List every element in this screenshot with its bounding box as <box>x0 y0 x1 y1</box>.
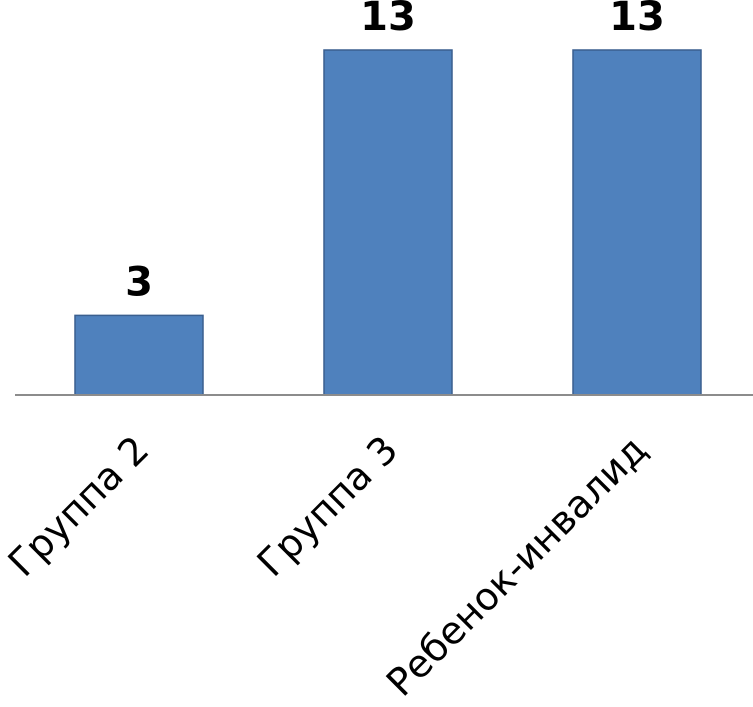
category-label-3: Ребенок-инвалид <box>378 427 655 704</box>
data-label-2: 13 <box>360 0 416 40</box>
value-labels-group: 3 13 13 <box>125 0 665 305</box>
bar-2 <box>323 49 453 396</box>
category-label-2: Группа 3 <box>249 427 407 585</box>
bar-1 <box>74 314 204 396</box>
data-label-3: 13 <box>609 0 665 40</box>
bar-3 <box>572 49 702 396</box>
data-label-1: 3 <box>125 259 153 305</box>
bars-group <box>74 49 702 396</box>
category-label-1: Группа 2 <box>0 427 157 585</box>
